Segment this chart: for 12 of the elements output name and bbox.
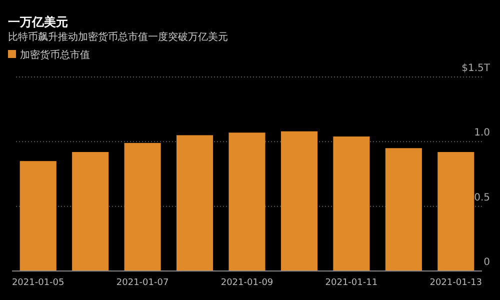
y-tick-label: 0.5	[474, 192, 490, 204]
x-tick-label: 2021-01-11	[325, 278, 378, 288]
x-tick-label: 2021-01-07	[116, 278, 169, 288]
y-tick-label: 0	[484, 257, 490, 268]
chart-subtitle: 比特币飙升推动加密货币总市值一度突破万亿美元	[8, 31, 228, 43]
x-tick-label: 2021-01-09	[220, 278, 274, 288]
chart-title: 一万亿美元	[8, 15, 68, 29]
y-tick-label: 1.0	[474, 128, 490, 139]
y-tick-label: $1.5T	[462, 63, 491, 74]
x-tick-label: 2021-01-13	[430, 278, 482, 288]
legend-label: 加密货币总市值	[20, 49, 90, 61]
x-tick-label: 2021-01-05	[12, 278, 64, 288]
